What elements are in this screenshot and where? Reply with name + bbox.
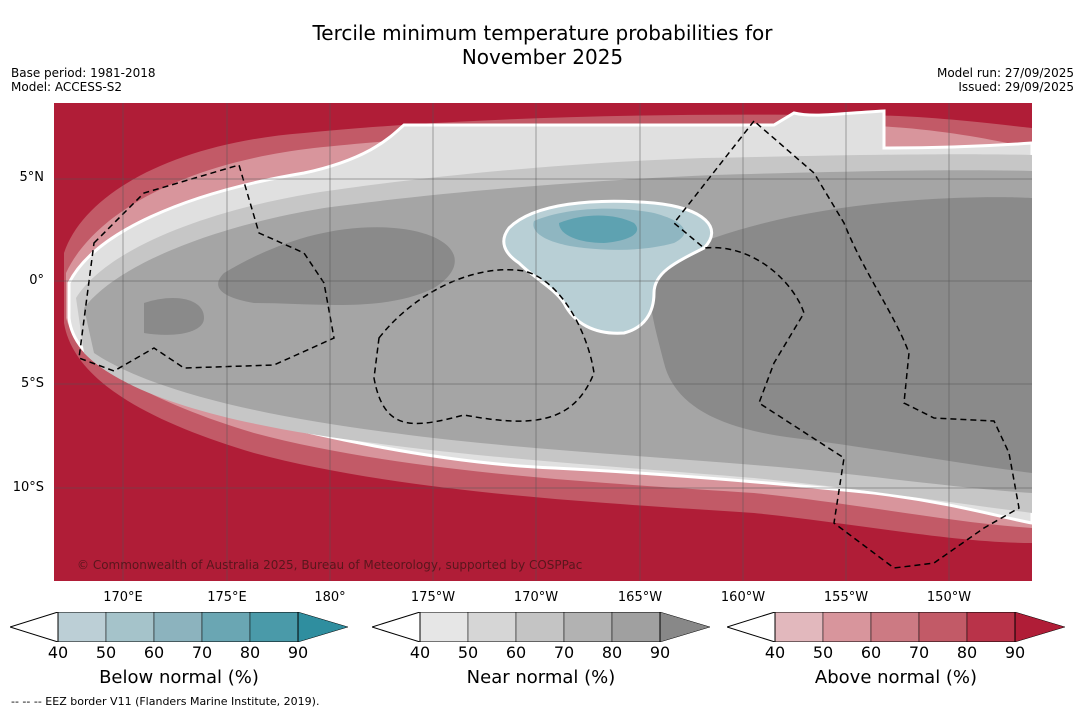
cbar-tick: 60 <box>143 643 165 662</box>
cbar-below-outline <box>57 612 299 642</box>
cbar-tick: 50 <box>812 643 834 662</box>
cbar-tick: 90 <box>287 643 309 662</box>
cbar-tick: 80 <box>601 643 623 662</box>
cbar-tick: 70 <box>553 643 575 662</box>
cbar-below-extend-low <box>10 612 59 642</box>
cbar-above-seg <box>870 612 920 642</box>
chart-title: Tercile minimum temperature probabilitie… <box>0 21 1085 69</box>
lat-label: 5°N <box>19 170 45 185</box>
cbar-above-outline <box>774 612 1016 642</box>
cbar-tick: 90 <box>649 643 671 662</box>
lon-label: 155°W <box>823 590 869 605</box>
model-name: Model: ACCESS-S2 <box>11 80 123 94</box>
cbar-below-seg <box>105 612 155 642</box>
cbar-above-title: Above normal (%) <box>814 667 978 688</box>
cbar-near-extend-low <box>372 612 421 642</box>
cbar-below-seg <box>57 612 107 642</box>
lon-label: 165°W <box>617 590 663 605</box>
cbar-near-seg <box>563 612 613 642</box>
lon-label: 170°E <box>103 590 143 605</box>
cbar-near-seg <box>515 612 565 642</box>
near-normal-darkest-patch-1 <box>218 227 455 305</box>
cbar-above-extend-high <box>1014 612 1066 642</box>
cbar-near-outline <box>419 612 661 642</box>
cbar-below-seg <box>153 612 203 642</box>
near-normal-darkest-patch-2 <box>649 197 1032 473</box>
cbar-near-seg <box>611 612 661 642</box>
cbar-below-seg <box>201 612 251 642</box>
lon-label: 175°E <box>207 590 247 605</box>
meta-left: Base period: 1981-2018 Model: ACCESS-S2 <box>11 66 156 94</box>
cbar-tick: 60 <box>505 643 527 662</box>
title-line-1: Tercile minimum temperature probabilitie… <box>312 21 773 45</box>
cbar-near-seg <box>467 612 517 642</box>
colorbar-above-normal <box>727 612 1067 642</box>
lat-label: 10°S <box>12 480 44 495</box>
lat-label: 0° <box>29 273 44 288</box>
cbar-tick: 80 <box>956 643 978 662</box>
lat-label: 5°S <box>20 376 44 391</box>
cbar-above-seg <box>966 612 1016 642</box>
cbar-above-seg <box>822 612 872 642</box>
cbar-below-title: Below normal (%) <box>99 667 259 688</box>
below-normal-60-region <box>559 215 638 243</box>
title-line-2: November 2025 <box>461 45 624 69</box>
cbar-tick: 50 <box>95 643 117 662</box>
lon-label: 180° <box>314 590 346 605</box>
cbar-near-seg <box>419 612 469 642</box>
cbar-below-seg <box>249 612 299 642</box>
cbar-tick: 60 <box>860 643 882 662</box>
cbar-above-extend-low <box>727 612 776 642</box>
cbar-tick: 80 <box>239 643 261 662</box>
base-period: Base period: 1981-2018 <box>11 66 156 80</box>
lon-label: 160°W <box>720 590 766 605</box>
issued-date: Issued: 29/09/2025 <box>958 80 1074 94</box>
colorbar-below-normal <box>10 612 350 642</box>
cbar-near-extend-high <box>659 612 711 642</box>
meta-right: Model run: 27/09/2025 Issued: 29/09/2025 <box>937 66 1074 94</box>
lon-label: 170°W <box>513 590 559 605</box>
probability-map <box>54 103 1032 581</box>
lon-label: 150°W <box>926 590 972 605</box>
cbar-above-seg <box>774 612 824 642</box>
near-normal-darkest-patch-3 <box>144 298 204 335</box>
cbar-tick: 40 <box>47 643 69 662</box>
cbar-below-extend-high <box>297 612 349 642</box>
lon-label: 175°W <box>410 590 456 605</box>
cbar-tick: 50 <box>457 643 479 662</box>
cbar-above-seg <box>918 612 968 642</box>
cbar-tick: 40 <box>764 643 786 662</box>
cbar-near-title: Near normal (%) <box>466 667 616 688</box>
cbar-tick: 70 <box>191 643 213 662</box>
eez-footnote: -- -- -- EEZ border V11 (Flanders Marine… <box>11 695 320 708</box>
cbar-tick: 70 <box>908 643 930 662</box>
model-run: Model run: 27/09/2025 <box>936 66 1074 80</box>
cbar-tick: 90 <box>1004 643 1026 662</box>
colorbar-near-normal <box>372 612 712 642</box>
cbar-tick: 40 <box>409 643 431 662</box>
eez-borders <box>78 119 1020 569</box>
map-gridlines <box>54 103 1032 581</box>
copyright-notice: © Commonwealth of Australia 2025, Bureau… <box>77 558 583 572</box>
